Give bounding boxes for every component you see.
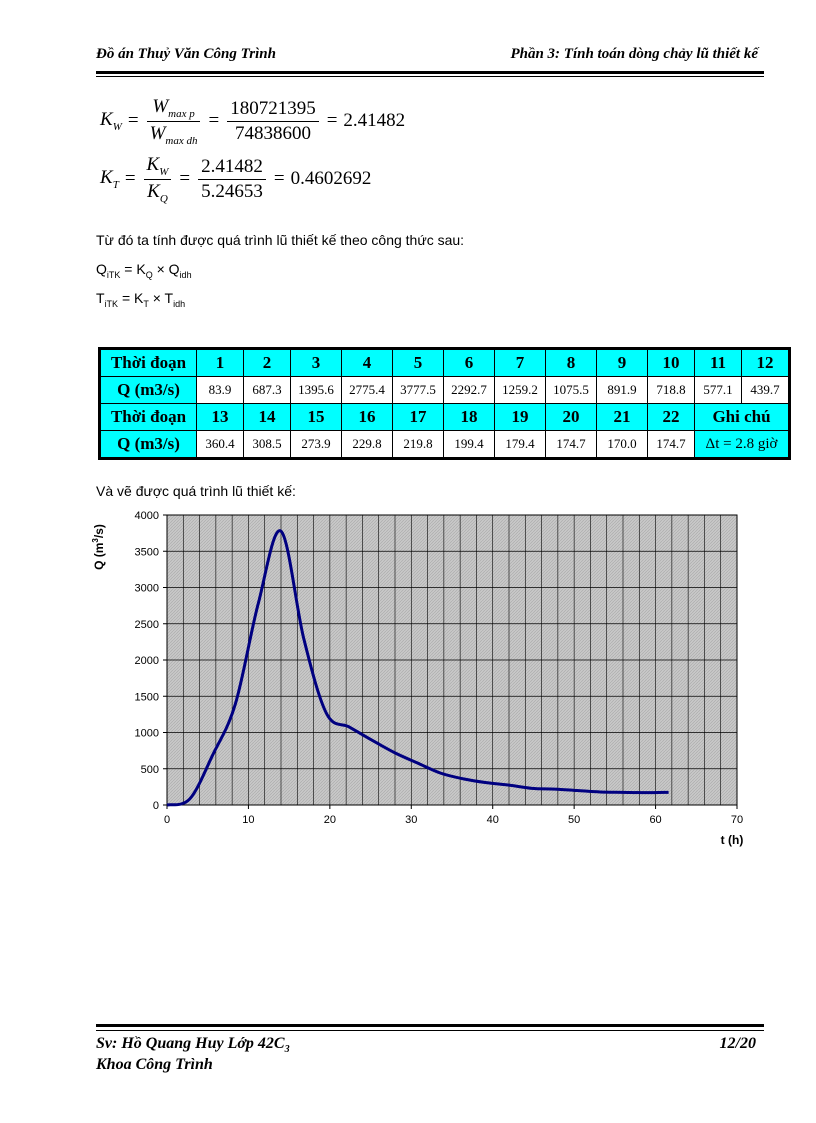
q-cell: 229.8	[341, 430, 393, 459]
q-cell: 219.8	[392, 430, 444, 459]
period-cell: 4	[341, 348, 393, 377]
kt-result: 0.4602692	[290, 168, 372, 190]
period-cell: 5	[392, 348, 444, 377]
period-cell: 17	[392, 403, 444, 431]
header-title-right: Phần 3: Tính toán dòng chảy lũ thiết kế	[510, 46, 758, 62]
period-cell: 1	[196, 348, 244, 377]
period-cell: 18	[443, 403, 495, 431]
equation-q: QiTK = KQ × Qidh	[96, 261, 192, 280]
period-cell: 20	[545, 403, 597, 431]
table-row-periods-1: Thời đoạn 1 2 3 4 5 6 7 8 9 10 11 12	[99, 348, 790, 377]
y-tick-label: 3000	[135, 583, 159, 595]
equation-t: TiTK = KT × Tidh	[96, 290, 186, 309]
q-cell: 174.7	[647, 430, 695, 459]
period-cell: 12	[741, 348, 790, 377]
table-label-q: Q (m3/s)	[99, 376, 197, 404]
x-tick-label: 40	[487, 814, 499, 826]
table-row-q-2: Q (m3/s) 360.4 308.5 273.9 229.8 219.8 1…	[99, 430, 790, 459]
x-tick-label: 0	[164, 814, 170, 826]
table-row-periods-2: Thời đoạn 13 14 15 16 17 18 19 20 21 22 …	[99, 403, 790, 431]
footer-author: Sv: Hồ Quang Huy Lớp 42C3	[96, 1035, 290, 1056]
x-tick-label: 60	[649, 814, 661, 826]
footer-faculty: Khoa Công Trình	[96, 1056, 213, 1073]
period-cell: 2	[243, 348, 291, 377]
x-tick-label: 50	[568, 814, 580, 826]
header-rule-thin	[96, 76, 764, 77]
footer-rule-thin	[96, 1030, 764, 1031]
y-tick-label: 500	[141, 764, 159, 776]
q-cell: 1395.6	[290, 376, 342, 404]
q-cell: 439.7	[741, 376, 790, 404]
period-cell: 10	[647, 348, 695, 377]
q-cell: 3777.5	[392, 376, 444, 404]
q-cell: 2775.4	[341, 376, 393, 404]
kw-result: 2.41482	[343, 110, 406, 132]
period-cell: 13	[196, 403, 244, 431]
x-tick-label: 70	[731, 814, 743, 826]
y-tick-label: 2000	[135, 655, 159, 667]
q-cell: 1259.2	[494, 376, 546, 404]
series-layer	[166, 529, 669, 807]
period-cell: 7	[494, 348, 546, 377]
q-cell: 577.1	[694, 376, 742, 404]
q-cell: 199.4	[443, 430, 495, 459]
q-cell: 2292.7	[443, 376, 495, 404]
formula-kw: KW = Wmax p Wmax dh = 180721395 74838600 =…	[100, 96, 406, 147]
intro-text: Từ đó ta tính được quá trình lũ thiết kế…	[96, 232, 465, 248]
q-cell: 1075.5	[545, 376, 597, 404]
table-label-q: Q (m3/s)	[99, 430, 197, 459]
period-cell: 9	[596, 348, 648, 377]
y-tick-label: 4000	[135, 510, 159, 522]
y-tick-label: 1500	[135, 691, 159, 703]
period-cell: 11	[694, 348, 742, 377]
period-cell: 21	[596, 403, 648, 431]
q-cell: 179.4	[494, 430, 546, 459]
period-cell: 19	[494, 403, 546, 431]
x-axis-label: t (h)	[721, 833, 744, 847]
q-cell: 308.5	[243, 430, 291, 459]
note-label: Ghi chú	[694, 403, 790, 431]
header-title-left: Đồ án Thuỷ Văn Công Trình	[96, 46, 276, 62]
footer-rule	[96, 1024, 764, 1027]
table-label-period: Thời đoạn	[99, 403, 197, 431]
note-dt: Δt = 2.8 giờ	[694, 430, 790, 459]
q-cell: 891.9	[596, 376, 648, 404]
table-row-q-1: Q (m3/s) 83.9 687.3 1395.6 2775.4 3777.5…	[99, 376, 790, 404]
footer-page-number: 12/20	[719, 1035, 756, 1052]
x-tick-label: 20	[324, 814, 336, 826]
series-line	[166, 529, 669, 807]
q-cell: 174.7	[545, 430, 597, 459]
y-tick-label: 0	[153, 800, 159, 812]
period-cell: 14	[243, 403, 291, 431]
y-tick-label: 2500	[135, 619, 159, 631]
period-cell: 8	[545, 348, 597, 377]
flood-hydrograph-chart: 0 10 20 30 40 50 60 70 0 500 1000 1500 2000 2500 3000…	[91, 510, 744, 847]
period-cell: 6	[443, 348, 495, 377]
y-tick-label: 3500	[135, 546, 159, 558]
y-axis-label: Q (m3/s)	[91, 524, 106, 570]
x-tick-label: 10	[242, 814, 254, 826]
y-tick-labels: 0 500 1000 1500 2000 2500 3000 3500 4000	[135, 510, 159, 812]
q-cell: 360.4	[196, 430, 244, 459]
table-label-period: Thời đoạn	[99, 348, 197, 377]
period-cell: 22	[647, 403, 695, 431]
axes	[163, 514, 738, 809]
period-cell: 3	[290, 348, 342, 377]
q-cell: 273.9	[290, 430, 342, 459]
flood-table: Thời đoạn 1 2 3 4 5 6 7 8 9 10 11 12 Q (…	[98, 347, 791, 460]
period-cell: 15	[290, 403, 342, 431]
q-cell: 170.0	[596, 430, 648, 459]
header-rule	[96, 71, 764, 74]
x-tick-label: 30	[405, 814, 417, 826]
chart-intro-text: Và vẽ được quá trình lũ thiết kế:	[96, 483, 296, 499]
q-cell: 687.3	[243, 376, 291, 404]
q-cell: 718.8	[647, 376, 695, 404]
formula-kt: KT = KW KQ = 2.41482 5.24653 = 0.4602692	[100, 154, 372, 205]
period-cell: 16	[341, 403, 393, 431]
y-tick-label: 1000	[135, 728, 159, 740]
x-tick-labels: 0 10 20 30 40 50 60 70	[164, 814, 743, 826]
q-cell: 83.9	[196, 376, 244, 404]
